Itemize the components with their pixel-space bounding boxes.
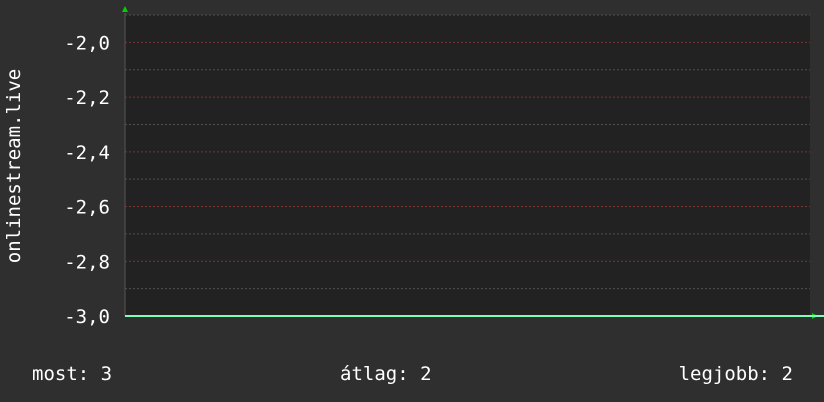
legend-current: most: 3: [32, 363, 113, 385]
y-tick-label: -2,2: [64, 87, 110, 109]
legend-average: átlag: 2: [340, 363, 432, 385]
plot-area: [125, 15, 810, 316]
y-tick-label: -2,0: [64, 32, 110, 54]
y-axis-label: onlinestream.live: [3, 69, 25, 263]
y-tick-label: -2,4: [64, 142, 110, 164]
y-tick-label: -2,6: [64, 197, 110, 219]
y-tick-label: -3,0: [64, 306, 110, 328]
y-tick-label: -2,8: [64, 251, 110, 273]
y-axis-arrow-icon: [122, 6, 128, 12]
legend-max: legjobb: 2: [678, 363, 793, 385]
